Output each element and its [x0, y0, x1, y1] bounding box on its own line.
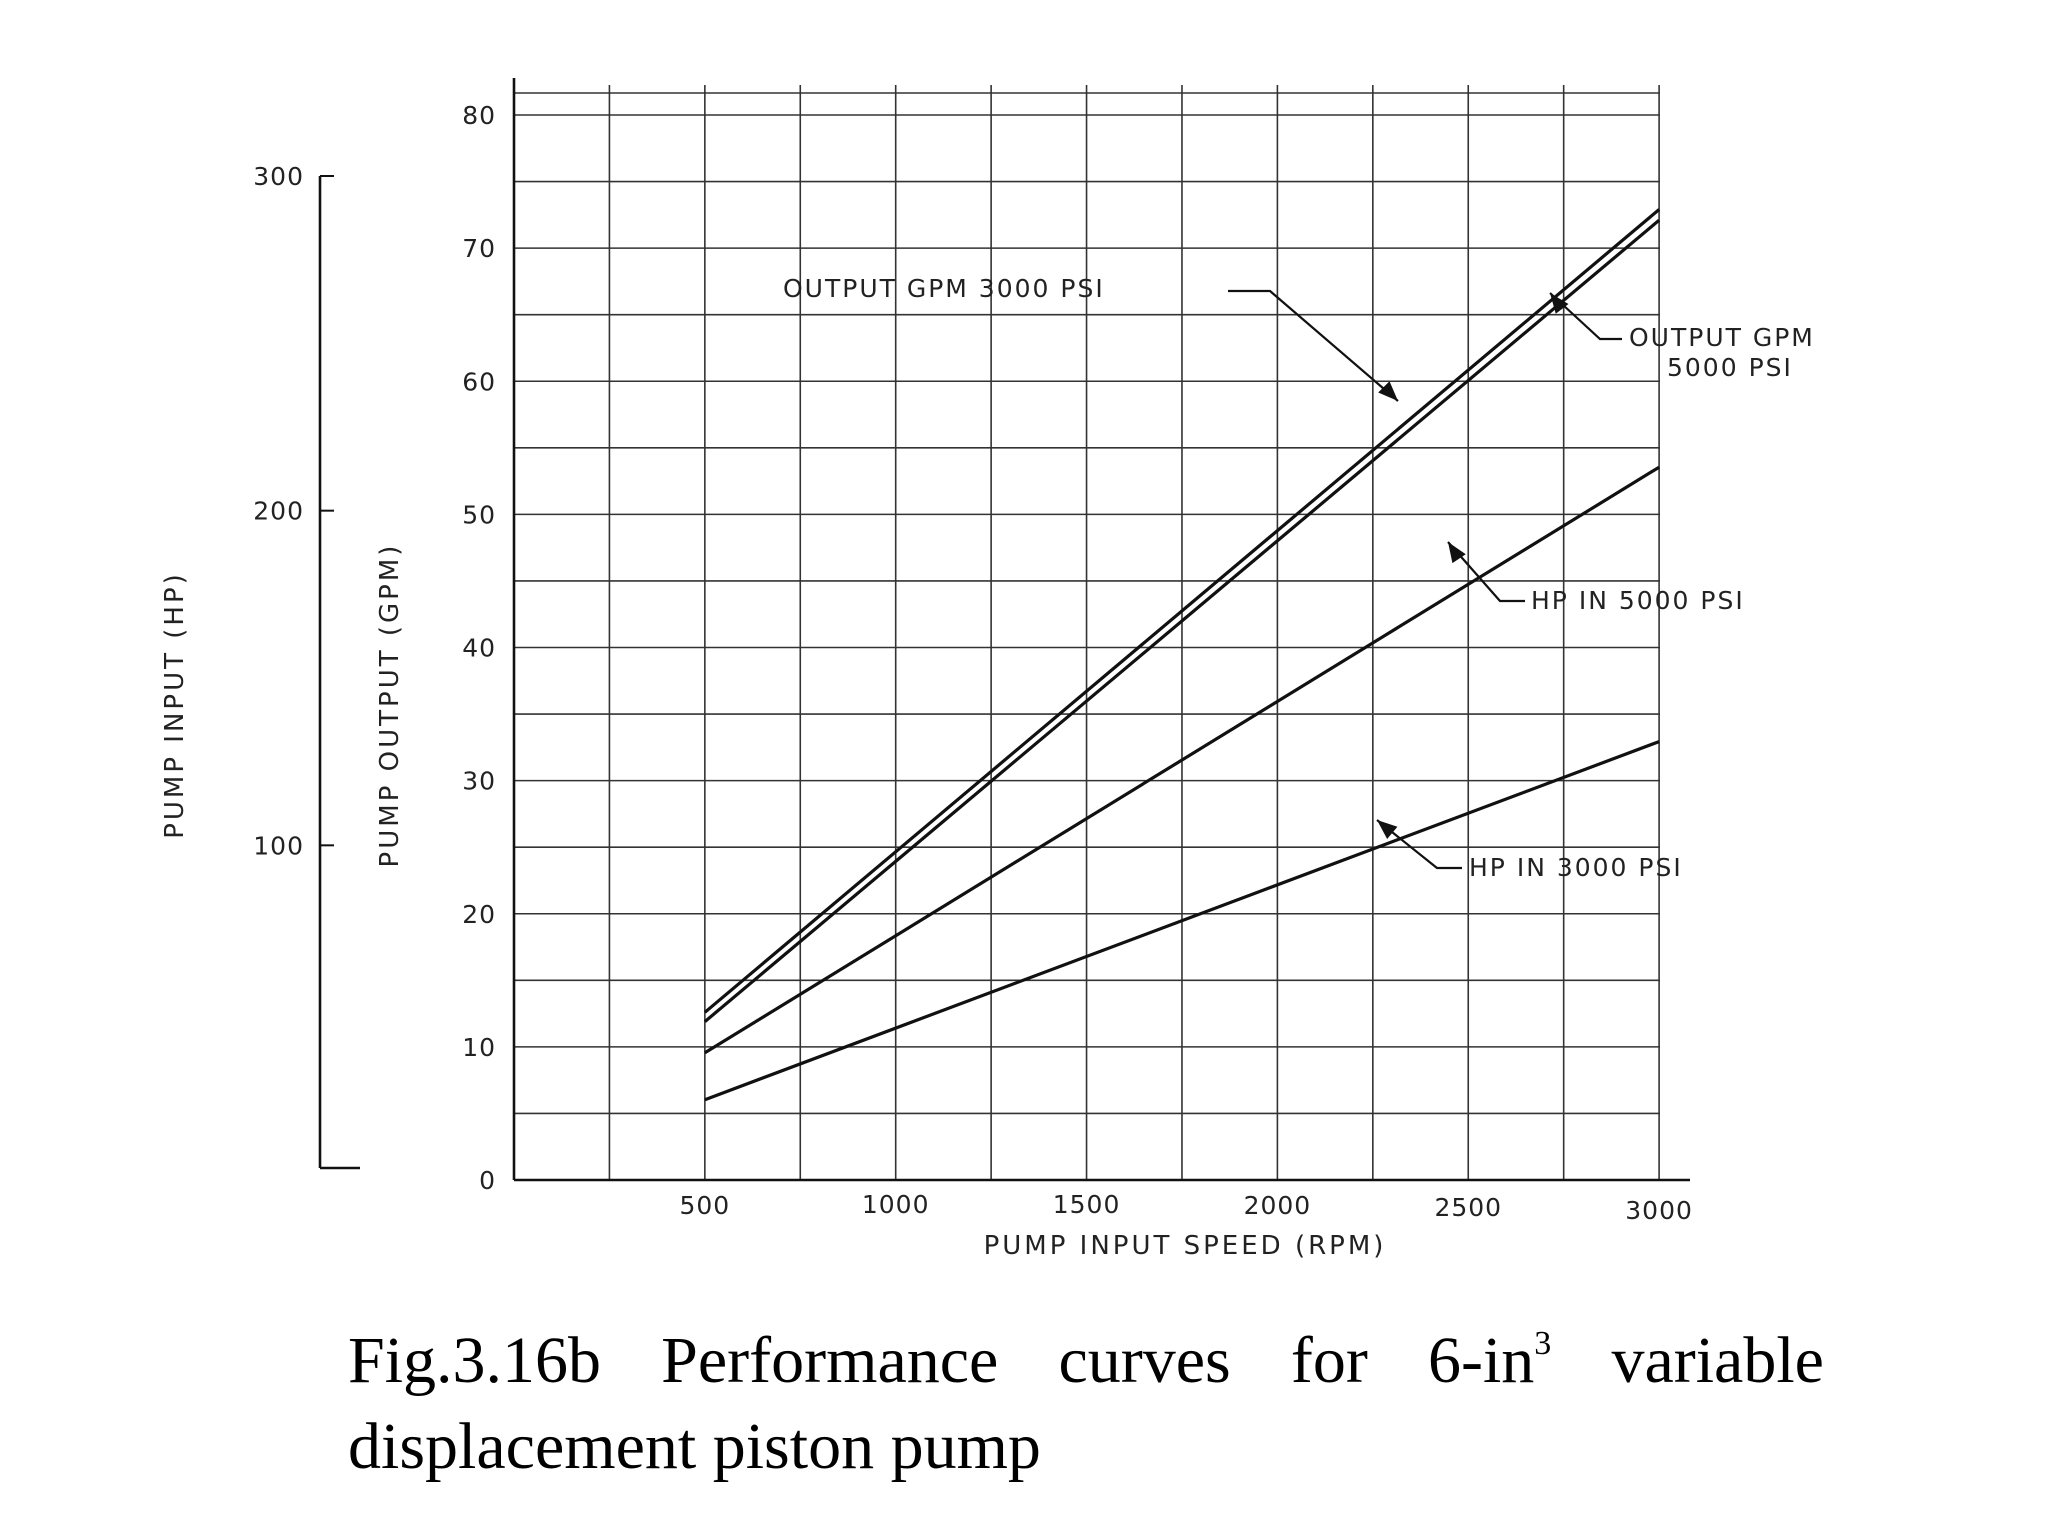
x-tick-label: 2000 — [1244, 1191, 1312, 1220]
caption-superscript: 3 — [1534, 1325, 1552, 1362]
figure-caption: Fig.3.16b Performance curves for 6-in3 v… — [348, 1318, 1824, 1490]
y-tick-label-gpm: 30 — [462, 767, 496, 796]
series-line-4 — [704, 740, 1660, 1102]
x-tick-label: 2500 — [1434, 1193, 1502, 1222]
tick-labels: 500 1000 1500 2000 2500 3000 0 10 20 30 40 50 60 70 80… — [253, 101, 1693, 1225]
y-axis-title-hp: PUMP INPUT (HP) — [160, 571, 190, 839]
series-line-2 — [703, 218, 1661, 1023]
annotation-label: 5000 PSI — [1667, 353, 1793, 382]
y-tick-label-gpm: 60 — [462, 367, 496, 396]
caption-rest: variable displacement piston pump — [348, 1324, 1824, 1483]
y-tick-label-gpm: 50 — [462, 500, 496, 529]
y-tick-label-hp: 200 — [253, 497, 304, 526]
y-tick-label-gpm: 40 — [462, 634, 496, 663]
y-tick-label-gpm: 20 — [462, 900, 496, 929]
x-tick-label: 500 — [679, 1191, 730, 1220]
x-axis-title: PUMP INPUT SPEED (RPM) — [984, 1231, 1387, 1261]
y-tick-label-hp: 300 — [253, 162, 304, 191]
annotation-arrowhead — [1378, 381, 1398, 401]
y-tick-label-hp: 100 — [253, 831, 304, 860]
y-tick-label-gpm: 10 — [462, 1033, 496, 1062]
y-tick-label-gpm: 80 — [462, 101, 496, 130]
annotation-leader — [1376, 819, 1462, 870]
annotation-label: HP IN 3000 PSI — [1469, 853, 1683, 882]
annotation-arrowhead — [1550, 293, 1569, 314]
y-tick-label-gpm: 0 — [479, 1166, 496, 1195]
series-lines — [703, 208, 1661, 1102]
annotation-label: OUTPUT GPM 3000 PSI — [783, 274, 1105, 303]
series-line-3 — [704, 465, 1660, 1055]
y-tick-label-gpm: 70 — [462, 234, 496, 263]
grid — [514, 85, 1660, 1180]
annotation-leader — [1447, 541, 1525, 603]
annotation-leader — [1228, 289, 1399, 402]
annotation-arrowhead — [1377, 820, 1398, 840]
y-axis-title-gpm: PUMP OUTPUT (GPM) — [375, 543, 405, 868]
annotation-arrowhead — [1448, 542, 1466, 564]
x-tick-label: 1000 — [862, 1190, 930, 1219]
annotation-leader — [1549, 292, 1622, 341]
caption-main: Fig.3.16b Performance curves for 6-in — [348, 1324, 1535, 1397]
annotation-label: HP IN 5000 PSI — [1531, 586, 1745, 615]
annotation-label: OUTPUT GPM — [1629, 323, 1815, 352]
x-tick-label: 3000 — [1625, 1196, 1693, 1225]
series-line-1 — [703, 208, 1661, 1014]
x-tick-label: 1500 — [1053, 1190, 1121, 1219]
axes — [318, 78, 1690, 1182]
